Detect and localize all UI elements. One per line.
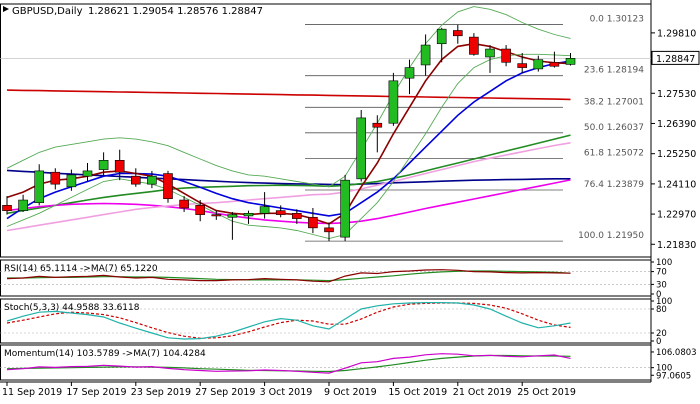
- panel-tick-label: 100: [656, 297, 672, 307]
- panel-tick-label: 100: [656, 364, 672, 374]
- symbol-arrow-icon: [3, 6, 9, 12]
- moving-average-line: [6, 89, 571, 101]
- price-tick-label: 1.29810: [657, 28, 696, 39]
- candle-body: [533, 59, 544, 70]
- panel-tick-label: 0: [656, 337, 661, 347]
- candle-body: [34, 170, 45, 203]
- candle-body: [291, 212, 302, 219]
- candle-body: [2, 205, 12, 211]
- current-price-box: [651, 50, 700, 65]
- candle-body: [324, 227, 334, 233]
- panel-tick-label: 30: [656, 280, 667, 290]
- candle-body: [82, 170, 93, 177]
- fib-level-label: 50.0 1.26037: [584, 123, 644, 133]
- candle-body: [485, 48, 495, 58]
- candle-body: [50, 171, 61, 185]
- date-tick-label: 21 Oct 2019: [453, 387, 512, 398]
- moving-average-line: [6, 60, 571, 220]
- date-tick-label: 15 Oct 2019: [388, 387, 447, 398]
- candle-body: [179, 199, 189, 209]
- moving-average-line: [6, 6, 571, 188]
- candle-body: [372, 122, 383, 128]
- ohlc-label: 1.28621 1.29054 1.28576 1.28847: [88, 6, 263, 17]
- date-tick-label: 11 Sep 2019: [2, 387, 62, 398]
- fib-level-label: 76.4 1.23879: [584, 180, 644, 190]
- candle-body: [131, 175, 141, 185]
- candle-body: [147, 175, 157, 185]
- date-tick-label: 17 Sep 2019: [66, 387, 126, 398]
- date-tick-label: 27 Sep 2019: [195, 387, 255, 398]
- panel-tick-label: 20: [656, 329, 667, 339]
- moving-average-line: [6, 169, 571, 186]
- date-tick-label: 9 Oct 2019: [324, 387, 377, 398]
- candle-body: [275, 210, 286, 215]
- candle-body: [259, 206, 270, 214]
- moving-average-line: [6, 53, 571, 239]
- candle-body: [549, 61, 560, 67]
- candle-body: [501, 48, 511, 63]
- panel-tick-label: 97.0605: [656, 371, 691, 381]
- candle-body: [163, 173, 173, 200]
- fib-level-label: 38.2 1.27001: [584, 97, 644, 107]
- candle-body: [18, 199, 28, 211]
- price-tick-label: 1.22970: [657, 210, 696, 221]
- candle-body: [565, 58, 576, 65]
- candle-body: [436, 28, 447, 45]
- candle-body: [195, 205, 205, 215]
- panel-tick-label: 80: [656, 305, 667, 315]
- price-tick-label: 1.27530: [657, 89, 696, 100]
- candle-body: [404, 67, 415, 79]
- panel-tick-label: 106.0803: [656, 348, 697, 358]
- moving-average-line: [6, 134, 571, 215]
- momentum-label: Momentum(14) 103.5789 ->MA(7) 104.4284: [4, 349, 206, 359]
- candle-body: [211, 214, 222, 217]
- fib-level-label: 100.0 1.21950: [578, 231, 644, 241]
- candle-body: [114, 160, 125, 173]
- candle-body: [452, 30, 463, 37]
- candle-body: [517, 63, 528, 68]
- price-tick-label: 1.24110: [657, 179, 696, 190]
- current-price-label: 1.28847: [656, 54, 695, 65]
- candle-body: [227, 214, 238, 218]
- price-tick-label: 1.21830: [657, 240, 696, 251]
- candle-body: [243, 212, 254, 217]
- panel-tick-label: 70: [656, 268, 667, 278]
- panel-tick-label: 0: [656, 290, 661, 300]
- rsi-line: [6, 269, 571, 283]
- moving-average-line: [6, 142, 571, 232]
- price-tick-label: 1.26390: [657, 119, 696, 130]
- candle-body: [388, 80, 399, 124]
- panel-tick-label: 100: [656, 258, 672, 268]
- candle-body: [356, 117, 367, 180]
- date-tick-label: 23 Sep 2019: [131, 387, 191, 398]
- candle-body: [308, 216, 318, 229]
- stoch-signal-line: [6, 302, 571, 339]
- candle-body: [420, 44, 431, 66]
- moving-average-line: [6, 179, 571, 225]
- candle-body: [66, 174, 77, 188]
- momentum-line: [6, 353, 571, 374]
- rsi-label: RSI(14) 65.1114 ->MA(7) 65.1220: [4, 264, 158, 274]
- fib-level-label: 23.6 1.28194: [584, 66, 644, 76]
- candle-body: [340, 179, 350, 238]
- symbol-label: GBPUSD,Daily: [12, 6, 83, 17]
- date-tick-label: 3 Oct 2019: [260, 387, 313, 398]
- price-tick-label: 1.25250: [657, 149, 696, 160]
- candle-body: [469, 36, 479, 55]
- fib-level-label: 61.8 1.25072: [584, 148, 644, 158]
- stoch-main-line: [6, 302, 571, 340]
- candle-body: [98, 160, 109, 170]
- stoch-label: Stoch(5,3,3) 44.9588 33.6118: [4, 303, 140, 313]
- date-tick-label: 25 Oct 2019: [517, 387, 576, 398]
- fib-level-label: 0.0 1.30123: [590, 15, 644, 25]
